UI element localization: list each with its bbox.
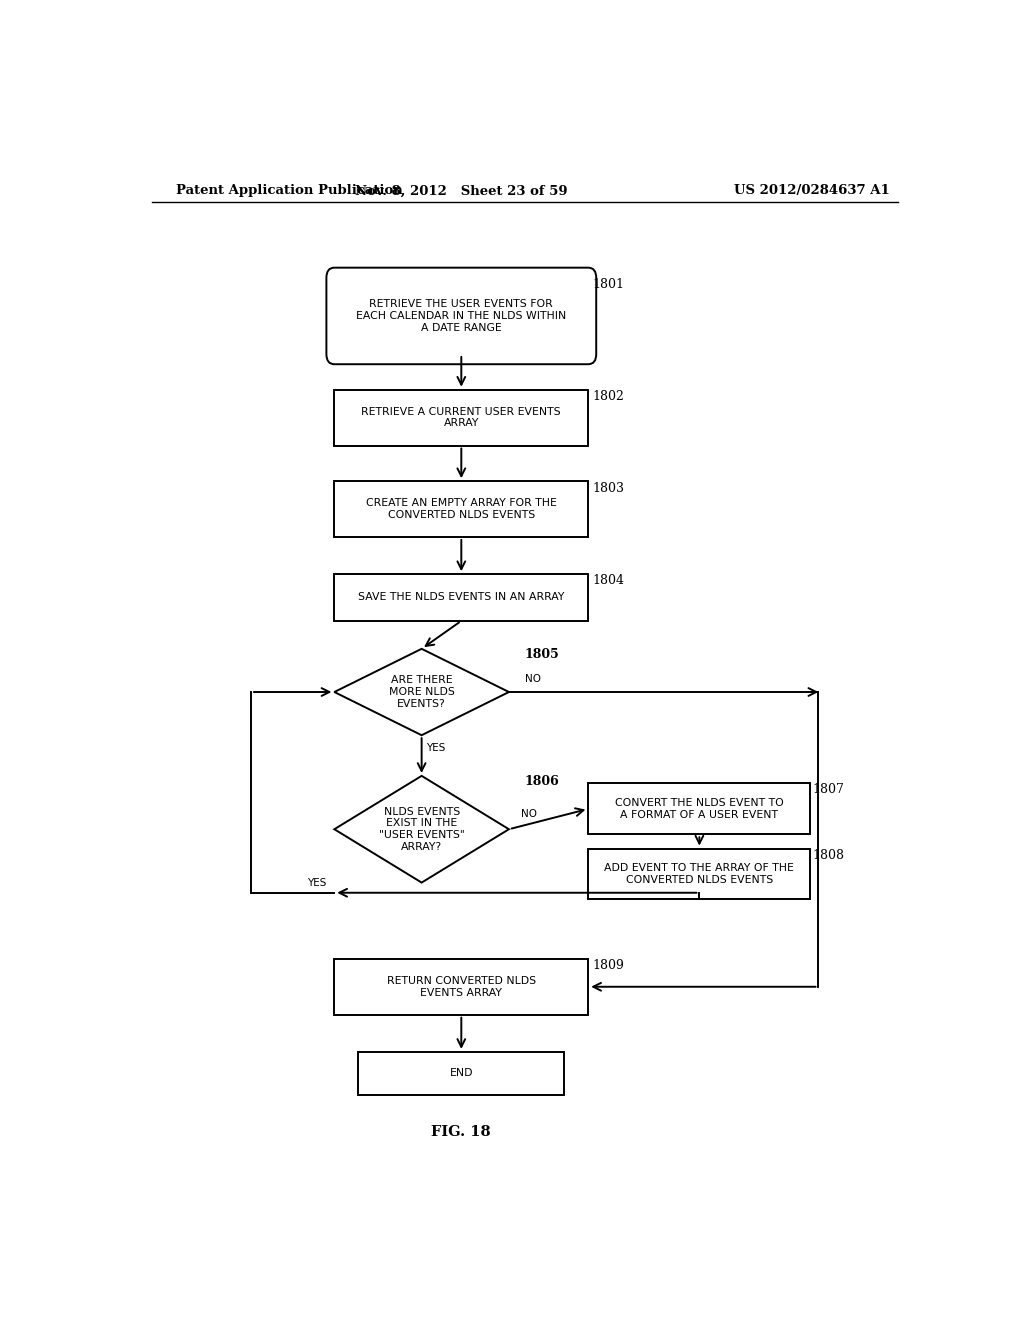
Text: YES: YES bbox=[307, 878, 327, 887]
Text: 1804: 1804 bbox=[592, 574, 625, 587]
Text: NO: NO bbox=[524, 675, 541, 684]
Text: NO: NO bbox=[521, 809, 537, 818]
Text: Patent Application Publication: Patent Application Publication bbox=[176, 185, 402, 198]
Bar bbox=[588, 849, 811, 899]
Text: ARE THERE
MORE NLDS
EVENTS?: ARE THERE MORE NLDS EVENTS? bbox=[389, 676, 455, 709]
Bar bbox=[334, 389, 588, 446]
Text: NLDS EVENTS
EXIST IN THE
"USER EVENTS"
ARRAY?: NLDS EVENTS EXIST IN THE "USER EVENTS" A… bbox=[379, 807, 465, 851]
FancyBboxPatch shape bbox=[327, 268, 596, 364]
Text: 1809: 1809 bbox=[592, 960, 625, 973]
Text: SAVE THE NLDS EVENTS IN AN ARRAY: SAVE THE NLDS EVENTS IN AN ARRAY bbox=[358, 593, 564, 602]
Text: 1802: 1802 bbox=[592, 391, 625, 403]
Text: 1805: 1805 bbox=[524, 648, 559, 661]
Polygon shape bbox=[334, 649, 509, 735]
Text: RETRIEVE THE USER EVENTS FOR
EACH CALENDAR IN THE NLDS WITHIN
A DATE RANGE: RETRIEVE THE USER EVENTS FOR EACH CALEND… bbox=[356, 300, 566, 333]
Bar bbox=[588, 784, 811, 834]
Bar bbox=[334, 480, 588, 537]
Text: YES: YES bbox=[426, 743, 445, 754]
Text: 1801: 1801 bbox=[592, 279, 625, 292]
Text: US 2012/0284637 A1: US 2012/0284637 A1 bbox=[734, 185, 890, 198]
Text: Nov. 8, 2012   Sheet 23 of 59: Nov. 8, 2012 Sheet 23 of 59 bbox=[355, 185, 567, 198]
Text: CONVERT THE NLDS EVENT TO
A FORMAT OF A USER EVENT: CONVERT THE NLDS EVENT TO A FORMAT OF A … bbox=[615, 799, 783, 820]
Text: 1807: 1807 bbox=[812, 784, 844, 796]
Text: ADD EVENT TO THE ARRAY OF THE
CONVERTED NLDS EVENTS: ADD EVENT TO THE ARRAY OF THE CONVERTED … bbox=[604, 863, 795, 884]
Text: FIG. 18: FIG. 18 bbox=[431, 1125, 492, 1139]
Polygon shape bbox=[334, 776, 509, 883]
Text: RETURN CONVERTED NLDS
EVENTS ARRAY: RETURN CONVERTED NLDS EVENTS ARRAY bbox=[387, 975, 536, 998]
Text: 1806: 1806 bbox=[524, 775, 559, 788]
Bar bbox=[334, 958, 588, 1015]
Bar bbox=[358, 1052, 564, 1094]
Text: 1803: 1803 bbox=[592, 482, 625, 495]
Text: CREATE AN EMPTY ARRAY FOR THE
CONVERTED NLDS EVENTS: CREATE AN EMPTY ARRAY FOR THE CONVERTED … bbox=[366, 498, 557, 520]
Bar bbox=[334, 574, 588, 620]
Text: RETRIEVE A CURRENT USER EVENTS
ARRAY: RETRIEVE A CURRENT USER EVENTS ARRAY bbox=[361, 407, 561, 429]
Text: 1808: 1808 bbox=[812, 849, 844, 862]
Text: END: END bbox=[450, 1068, 473, 1078]
